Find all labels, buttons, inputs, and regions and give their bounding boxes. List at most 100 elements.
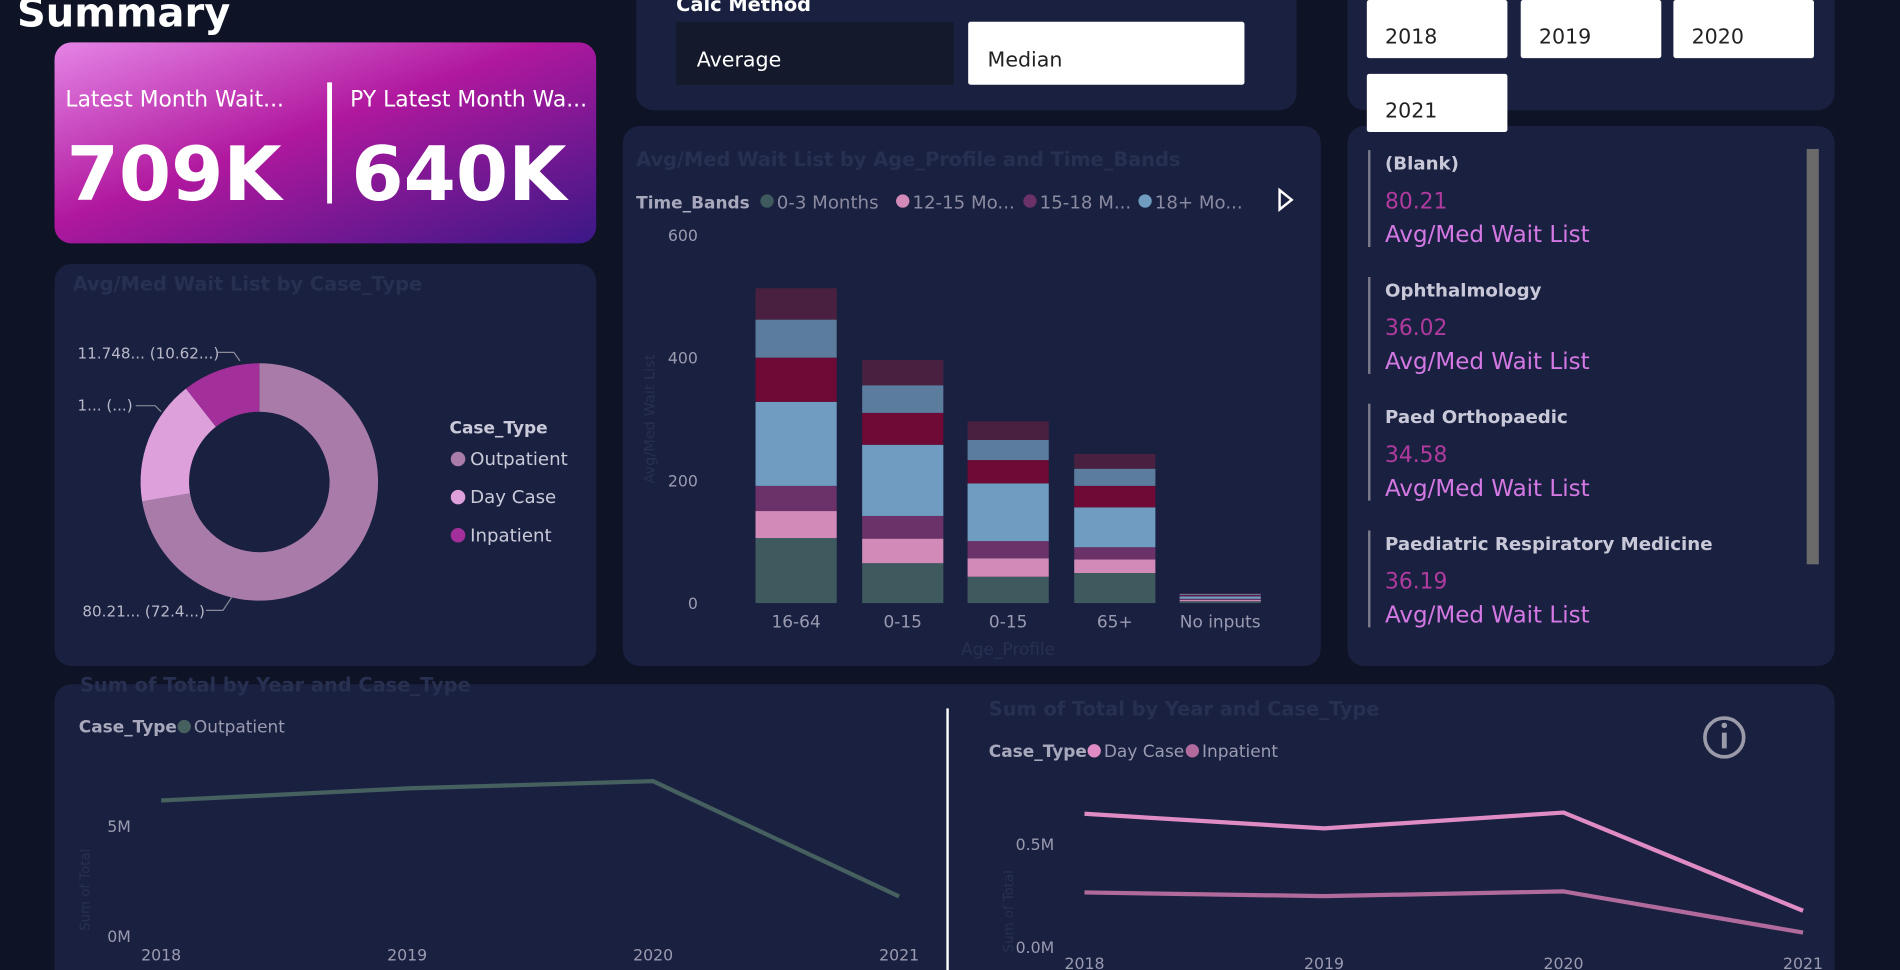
y-tick-label: 0M [107,927,131,946]
y-tick-label: 0 [688,594,698,613]
kpi-card [54,42,597,244]
item-measure: Avg/Med Wait List [1385,349,1590,375]
legend-dot [450,527,466,543]
line-series [161,779,901,899]
bar-segment [1074,468,1156,486]
kpi-label: Latest Month Wait... [65,88,284,113]
bar-segment [862,563,944,604]
y-tick-label: 0.0M [1016,938,1055,957]
axis-title: Sum of Total [79,849,94,931]
x-tick-label: 2018 [1064,954,1104,970]
bar-segment [862,444,944,516]
legend-dot [1087,744,1101,758]
year-button[interactable] [1366,73,1508,132]
data-label: 11.748... (10.62...) [78,344,220,362]
legend-label: 15-18 M... [1040,192,1132,213]
bar-segment [755,357,837,402]
info-icon[interactable] [1703,716,1746,759]
item-value: 36.02 [1385,316,1447,341]
year-button[interactable] [1520,0,1662,59]
legend-label: Outpatient [194,717,285,737]
item-measure: Avg/Med Wait List [1385,603,1590,629]
year-button[interactable] [1673,0,1814,59]
legend-dot [1185,744,1200,758]
chart-title: Sum of Total by Year and Case_Type [989,698,1380,721]
item-name: Paed Orthopaedic [1385,407,1568,428]
bar-segment [1179,593,1261,594]
option-label[interactable]: Average [697,48,782,72]
x-tick-label: No inputs [1180,611,1261,631]
item-value: 36.19 [1385,570,1447,595]
legend-label: Day Case [1104,741,1184,761]
legend-dot [1023,194,1037,208]
bar-segment [1074,485,1156,508]
bar-segment [755,401,837,486]
legend-title: Time_Bands [636,192,750,212]
legend-label: 12-15 Mo... [912,192,1014,213]
legend-title: Case_Type [989,741,1087,761]
legend-dot [450,489,466,505]
x-tick-label: 65+ [1097,611,1133,631]
bar-segment [1179,601,1261,604]
data-label: 80.21... (72.4...) [82,602,204,620]
option-button[interactable] [968,21,1245,85]
item-value: 34.58 [1385,443,1447,468]
y-tick-label: 600 [668,226,698,245]
data-label: 1... (...) [78,397,133,415]
year-label[interactable]: 2018 [1385,25,1437,49]
year-label[interactable]: 2020 [1692,25,1744,49]
bar-segment [1074,573,1156,604]
bar-segment [1074,453,1156,469]
legend-dot [896,194,910,208]
x-tick-label: 2020 [633,945,673,964]
bar-segment [755,511,837,539]
x-tick-label: 2020 [1544,954,1584,970]
leader-line [205,595,234,611]
legend-label: 0-3 Months [777,192,879,213]
kpi-value: 709K [67,130,285,218]
bar-segment [1074,507,1156,548]
legend-label: 18+ Mo... [1155,192,1243,213]
leader-line [135,405,162,413]
scrollbar[interactable] [1806,148,1819,565]
legend-dot [450,451,466,467]
bar-segment [1179,598,1261,601]
legend-dot [760,194,774,208]
chart-title: Avg/Med Wait List by Case_Type [73,273,422,296]
item-value: 80.21 [1385,189,1447,214]
option-button[interactable] [676,21,954,85]
y-tick-label: 0.5M [1016,835,1055,854]
bar-segment [1179,593,1261,596]
y-tick-label: 400 [668,349,698,368]
chart-title: Avg/Med Wait List by Age_Profile and Tim… [636,148,1180,171]
legend-label: Inpatient [1202,741,1278,761]
page-title: Summary [17,0,230,37]
item-name: (Blank) [1385,154,1459,175]
list-panel [1347,125,1835,667]
bar-segment [967,460,1049,484]
x-tick-label: 0-15 [989,611,1027,631]
bar-segment [862,538,944,564]
x-tick-label: 2021 [879,945,919,964]
bar-segment [1074,559,1156,574]
donut-slice [185,363,260,427]
bar-segment [967,558,1049,577]
x-tick-label: 2021 [1783,954,1823,970]
legend-next-arrow[interactable] [1278,187,1294,213]
legend-label: Outpatient [470,449,568,470]
y-tick-label: 200 [668,471,698,490]
x-tick-label: 2018 [141,945,181,964]
item-measure: Avg/Med Wait List [1385,476,1590,502]
x-tick-label: 2019 [1304,954,1344,970]
axis-title: Sum of Total [1002,870,1017,952]
bar-segment [862,360,944,386]
year-label[interactable]: 2019 [1539,25,1591,49]
axis-title: Age_Profile [961,639,1055,660]
legend-label: Day Case [470,487,556,508]
donut-slice [142,363,379,601]
year-button[interactable] [1366,0,1508,59]
axis-title: Avg/Med Wait List [642,354,658,483]
option-label[interactable]: Median [988,48,1063,72]
year-label[interactable]: 2021 [1385,98,1437,122]
